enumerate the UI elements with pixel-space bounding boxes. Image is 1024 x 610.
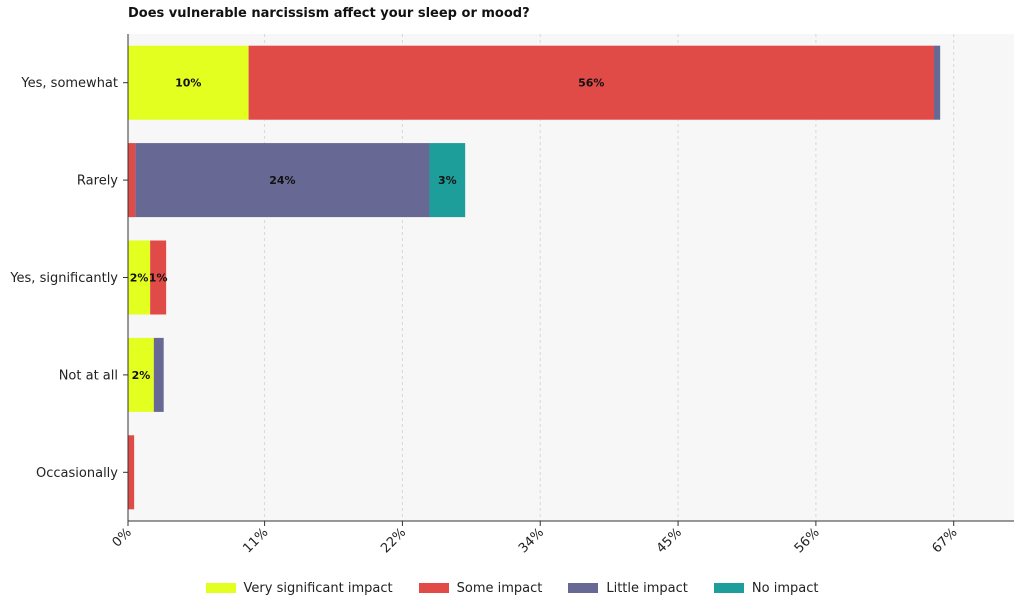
legend-label: No impact (751, 580, 819, 596)
x-tick-label: 34% (516, 525, 547, 556)
legend-item: Very significant impact (205, 578, 393, 598)
y-tick-label: Yes, somewhat (20, 76, 118, 91)
y-tick-label: Rarely (77, 174, 118, 189)
bar-segment (934, 45, 941, 120)
bar-segment (128, 143, 136, 218)
bar-segment (128, 45, 249, 120)
bar-segment (128, 435, 135, 510)
x-tick-label: 0% (110, 525, 135, 550)
legend-swatch (205, 583, 236, 593)
bar-segment (128, 337, 154, 412)
bar-segment (248, 45, 935, 120)
bar-value-label: 24% (269, 174, 295, 187)
legend-item: Some impact (418, 578, 543, 598)
bar-value-label: 2% (132, 369, 151, 382)
x-tick-label: 56% (792, 525, 823, 556)
bar-value-label: 2% (130, 272, 149, 285)
legend-item: Little impact (568, 578, 688, 598)
x-tick-label: 22% (378, 525, 409, 556)
x-tick-label: 67% (929, 525, 960, 556)
chart-title: Does vulnerable narcissism affect your s… (128, 6, 530, 21)
bar-segment (150, 240, 167, 315)
x-tick-label: 45% (654, 525, 685, 556)
legend-label: Little impact (606, 580, 688, 596)
y-tick-label: Not at all (59, 368, 118, 383)
legend-label: Some impact (456, 580, 543, 596)
y-tick-label: Occasionally (36, 466, 118, 481)
legend-swatch (568, 583, 599, 593)
bar-segment (135, 143, 430, 218)
bar-value-label: 56% (578, 77, 604, 90)
legend-swatch (418, 583, 449, 593)
y-tick-labels: Yes, somewhat Rarely Yes, significantly Not… (9, 76, 128, 481)
bar-segment (153, 337, 164, 412)
bar-segment (429, 143, 466, 218)
data-labels: 10% 56%24% 3%2% 1%2% (130, 77, 605, 382)
y-tick-label: Yes, significantly (9, 271, 118, 286)
x-tick-label: 11% (240, 525, 271, 556)
legend-item: No impact (713, 578, 819, 598)
bar-value-label: 1% (149, 272, 168, 285)
legend: Very significant impact Some impact Little… (0, 578, 1024, 598)
x-tick-labels: 0% 11% 22% 34% 45% 56% 67% (110, 521, 961, 556)
bars (128, 45, 941, 510)
bar-value-label: 10% (175, 77, 201, 90)
legend-label: Very significant impact (243, 580, 393, 596)
bar-value-label: 3% (438, 174, 457, 187)
legend-swatch (713, 583, 744, 593)
bar-segment (128, 240, 151, 315)
